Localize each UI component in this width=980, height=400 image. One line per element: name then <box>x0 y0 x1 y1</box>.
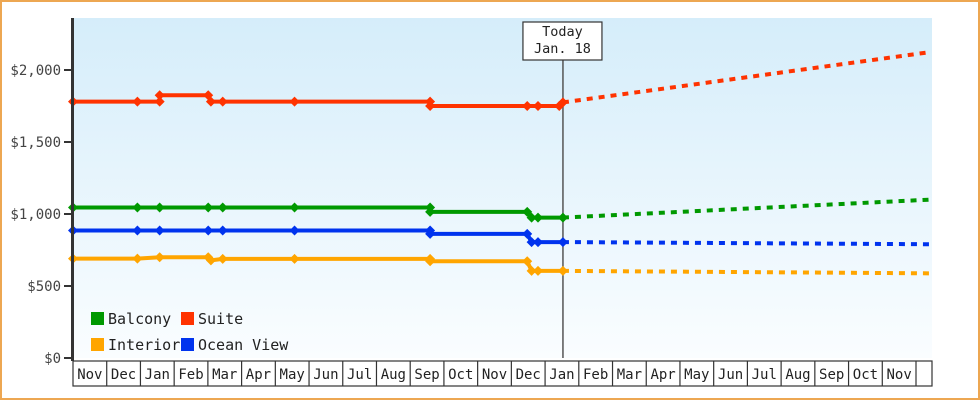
y-tick-label: $500 <box>27 279 61 295</box>
today-box <box>522 21 603 61</box>
marker-interior <box>132 253 143 264</box>
month-label: Aug <box>785 367 810 383</box>
marker-interior <box>154 252 165 263</box>
legend-label-suite: Suite <box>198 310 243 328</box>
legend-swatch-balcony <box>91 312 104 325</box>
marker-suite <box>217 96 228 107</box>
month-label: Oct <box>853 367 878 383</box>
marker-ocean-view <box>289 225 300 236</box>
marker-interior <box>289 253 300 264</box>
month-label: Sep <box>819 367 844 383</box>
marker-ocean-view <box>557 237 568 248</box>
marker-interior <box>425 256 436 267</box>
month-label: Mar <box>212 367 237 383</box>
marker-interior <box>205 255 216 266</box>
month-label: Oct <box>448 367 473 383</box>
marker-interior <box>532 265 543 276</box>
month-label: Jul <box>752 367 777 383</box>
plot-background <box>73 18 932 358</box>
legend-swatch-suite <box>181 312 194 325</box>
legend-swatch-interior <box>91 338 104 351</box>
series-projection-interior <box>562 268 931 276</box>
y-tick-label: $1,000 <box>10 207 61 223</box>
marker-suite <box>132 96 143 107</box>
month-label: Nov <box>77 367 102 383</box>
marker-ocean-view <box>425 228 436 239</box>
marker-suite <box>154 90 165 101</box>
marker-suite <box>205 96 216 107</box>
series-lines <box>68 50 932 276</box>
marker-suite <box>425 101 436 111</box>
plot-area <box>73 18 932 358</box>
axes: $0 $500 $1,000 $1,500 $2,000 Nov Dec Jan Feb Mar A… <box>10 18 933 387</box>
marker-ocean-view <box>203 225 214 236</box>
month-label: Mar <box>617 367 642 383</box>
marker-ocean-view <box>132 225 143 236</box>
series-projection-ocean-view <box>562 240 931 247</box>
today-box-label-line2: Jan. 18 <box>534 41 591 57</box>
marker-interior <box>557 265 568 276</box>
marker-balcony <box>132 202 143 213</box>
series-projection-suite <box>562 50 932 105</box>
month-label: Feb <box>583 367 608 383</box>
marker-balcony <box>532 212 543 223</box>
month-label: Dec <box>516 367 541 383</box>
legend-label-interior: Interior <box>108 336 180 354</box>
marker-suite <box>289 96 300 107</box>
marker-balcony <box>217 202 228 213</box>
marker-balcony <box>154 202 165 213</box>
marker-ocean-view <box>522 228 533 239</box>
marker-interior <box>526 265 537 276</box>
marker-balcony <box>526 212 537 223</box>
month-label: Apr <box>650 367 675 383</box>
y-tick-label: $2,000 <box>10 63 61 79</box>
marker-interior <box>522 256 533 267</box>
month-label: Jul <box>347 367 372 383</box>
month-label: Nov <box>886 367 911 383</box>
marker-suite <box>532 101 543 111</box>
marker-suite <box>522 101 533 111</box>
month-band <box>72 360 933 387</box>
legend-label-ocean-view: Ocean View <box>198 336 289 354</box>
marker-ocean-view <box>532 237 543 248</box>
month-label: Jun <box>718 367 743 383</box>
marker-balcony <box>522 206 533 217</box>
month-label: Feb <box>178 367 203 383</box>
legend: Balcony Suite Interior Ocean View <box>91 310 289 354</box>
series-projection-balcony <box>562 197 931 220</box>
marker-ocean-view <box>217 225 228 236</box>
legend-swatch-ocean-view <box>181 338 194 351</box>
y-tick-label: $0 <box>44 351 61 367</box>
marker-balcony <box>203 202 214 213</box>
marker-ocean-view <box>526 237 537 248</box>
today-box-label-line1: Today <box>542 24 583 40</box>
marker-suite <box>154 96 165 107</box>
month-label: Jun <box>313 367 338 383</box>
month-label: Jan <box>145 367 170 383</box>
marker-balcony <box>557 212 568 223</box>
marker-balcony <box>289 202 300 213</box>
month-label: Jan <box>549 367 574 383</box>
month-label: Nov <box>482 367 507 383</box>
marker-balcony <box>425 206 436 217</box>
month-label: Apr <box>246 367 271 383</box>
month-label: Dec <box>111 367 136 383</box>
y-tick-label: $1,500 <box>10 135 61 151</box>
month-label: Sep <box>414 367 439 383</box>
month-label: May <box>280 367 305 383</box>
marker-ocean-view <box>154 225 165 236</box>
month-label: Aug <box>381 367 406 383</box>
legend-label-balcony: Balcony <box>108 310 171 328</box>
marker-interior <box>217 253 228 264</box>
marker-suite <box>557 97 568 108</box>
month-label: May <box>684 367 709 383</box>
